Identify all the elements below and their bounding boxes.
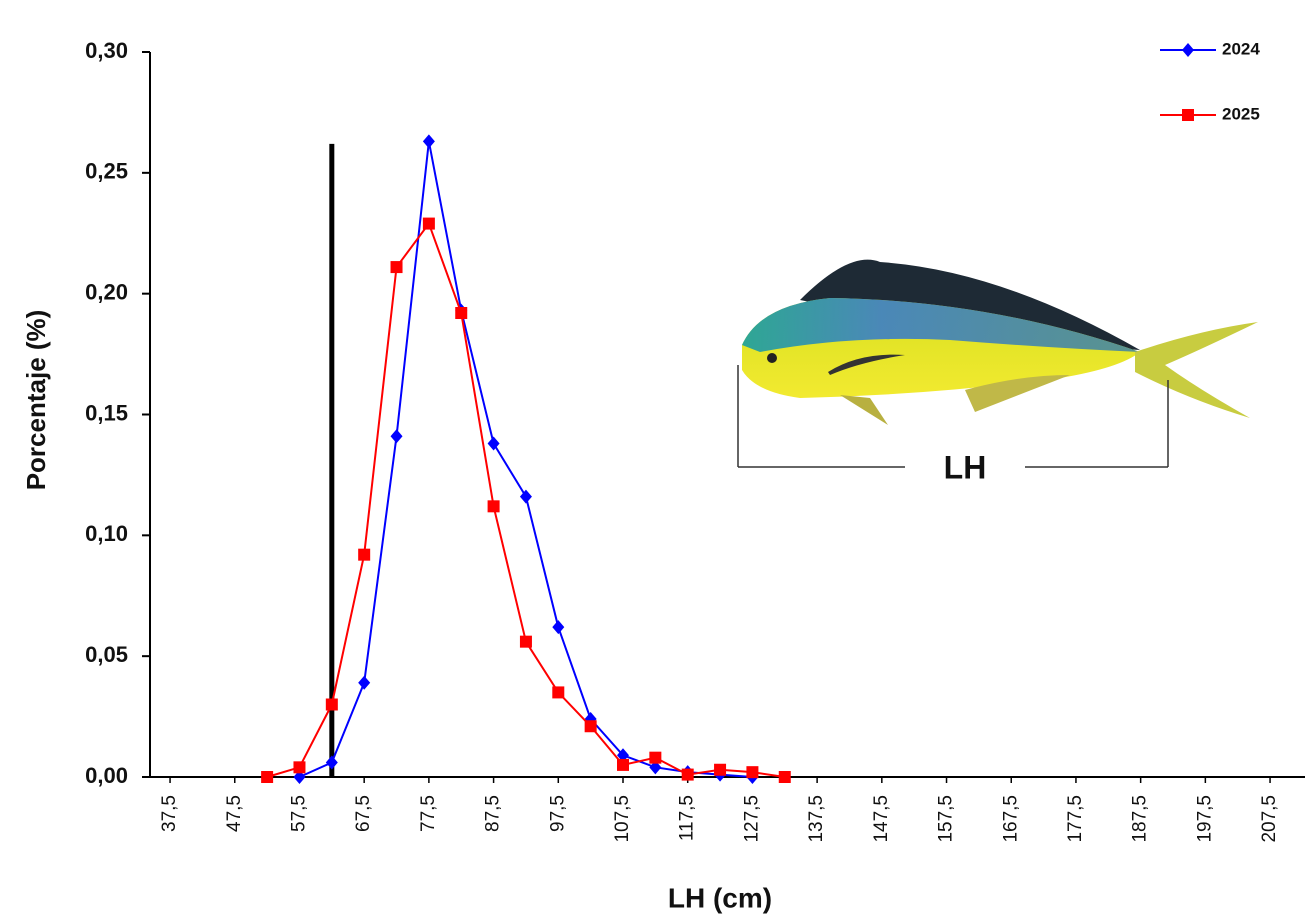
data-point	[293, 761, 306, 774]
data-point	[519, 489, 532, 504]
x-tick-label: 137,5	[806, 795, 827, 843]
data-point	[455, 307, 468, 319]
data-point	[519, 635, 532, 648]
data-point	[325, 755, 338, 770]
x-tick-label: 197,5	[1194, 795, 1215, 843]
x-tick-label: 157,5	[936, 795, 957, 843]
data-point	[649, 760, 662, 775]
data-point	[358, 548, 371, 561]
data-point	[778, 771, 791, 783]
x-tick-label: 117,5	[677, 795, 698, 841]
x-tick-label: 177,5	[1065, 795, 1086, 843]
data-point	[649, 751, 662, 764]
x-tick-label: 167,5	[1000, 795, 1021, 843]
data-point	[487, 436, 500, 451]
y-tick-label: 0,30	[85, 38, 128, 63]
fish-illustration: LH	[737, 259, 1258, 485]
data-point	[617, 758, 629, 771]
x-tick-label: 147,5	[871, 795, 892, 843]
x-tick-label: 87,5	[483, 795, 504, 832]
data-point	[422, 134, 435, 149]
annotation: LH	[944, 449, 987, 485]
x-tick-label: 97,5	[547, 795, 568, 832]
data-point	[617, 748, 629, 763]
y-tick-label: 0,00	[85, 763, 128, 788]
x-tick-label: 37,5	[159, 795, 180, 832]
x-tick-label: 67,5	[353, 795, 374, 832]
data-point	[681, 768, 694, 781]
x-axis-label: LH (cm)	[668, 882, 772, 913]
data-point	[552, 620, 565, 635]
data-point	[584, 720, 597, 733]
x-tick-label: 127,5	[741, 795, 762, 843]
data-point	[552, 686, 565, 699]
data-point	[746, 766, 759, 779]
y-axis-label: Porcentaje (%)	[21, 310, 51, 491]
data-point	[325, 698, 338, 711]
data-point	[714, 763, 727, 776]
y-tick-label: 0,10	[85, 521, 128, 546]
y-tick-label: 0,15	[85, 400, 128, 425]
x-tick-label: 77,5	[418, 795, 439, 832]
data-point	[422, 217, 435, 230]
legend-label: 2024	[1222, 39, 1260, 58]
x-tick-label: 187,5	[1130, 795, 1151, 843]
data-point	[390, 261, 403, 274]
legend-marker	[1182, 109, 1194, 121]
data-point	[293, 770, 306, 784]
x-tick-label: 47,5	[224, 795, 245, 832]
data-point	[390, 429, 403, 444]
data-point	[358, 675, 371, 690]
data-point	[261, 771, 274, 783]
legend-label: 2025	[1222, 104, 1260, 123]
y-tick-label: 0,20	[85, 279, 128, 304]
data-point	[487, 500, 500, 513]
x-tick-label: 57,5	[288, 795, 309, 832]
x-tick-label: 207,5	[1259, 795, 1280, 843]
y-tick-label: 0,05	[85, 642, 128, 667]
x-tick-label: 107,5	[612, 795, 633, 843]
y-tick-label: 0,25	[85, 159, 128, 184]
legend-marker	[1182, 43, 1194, 57]
